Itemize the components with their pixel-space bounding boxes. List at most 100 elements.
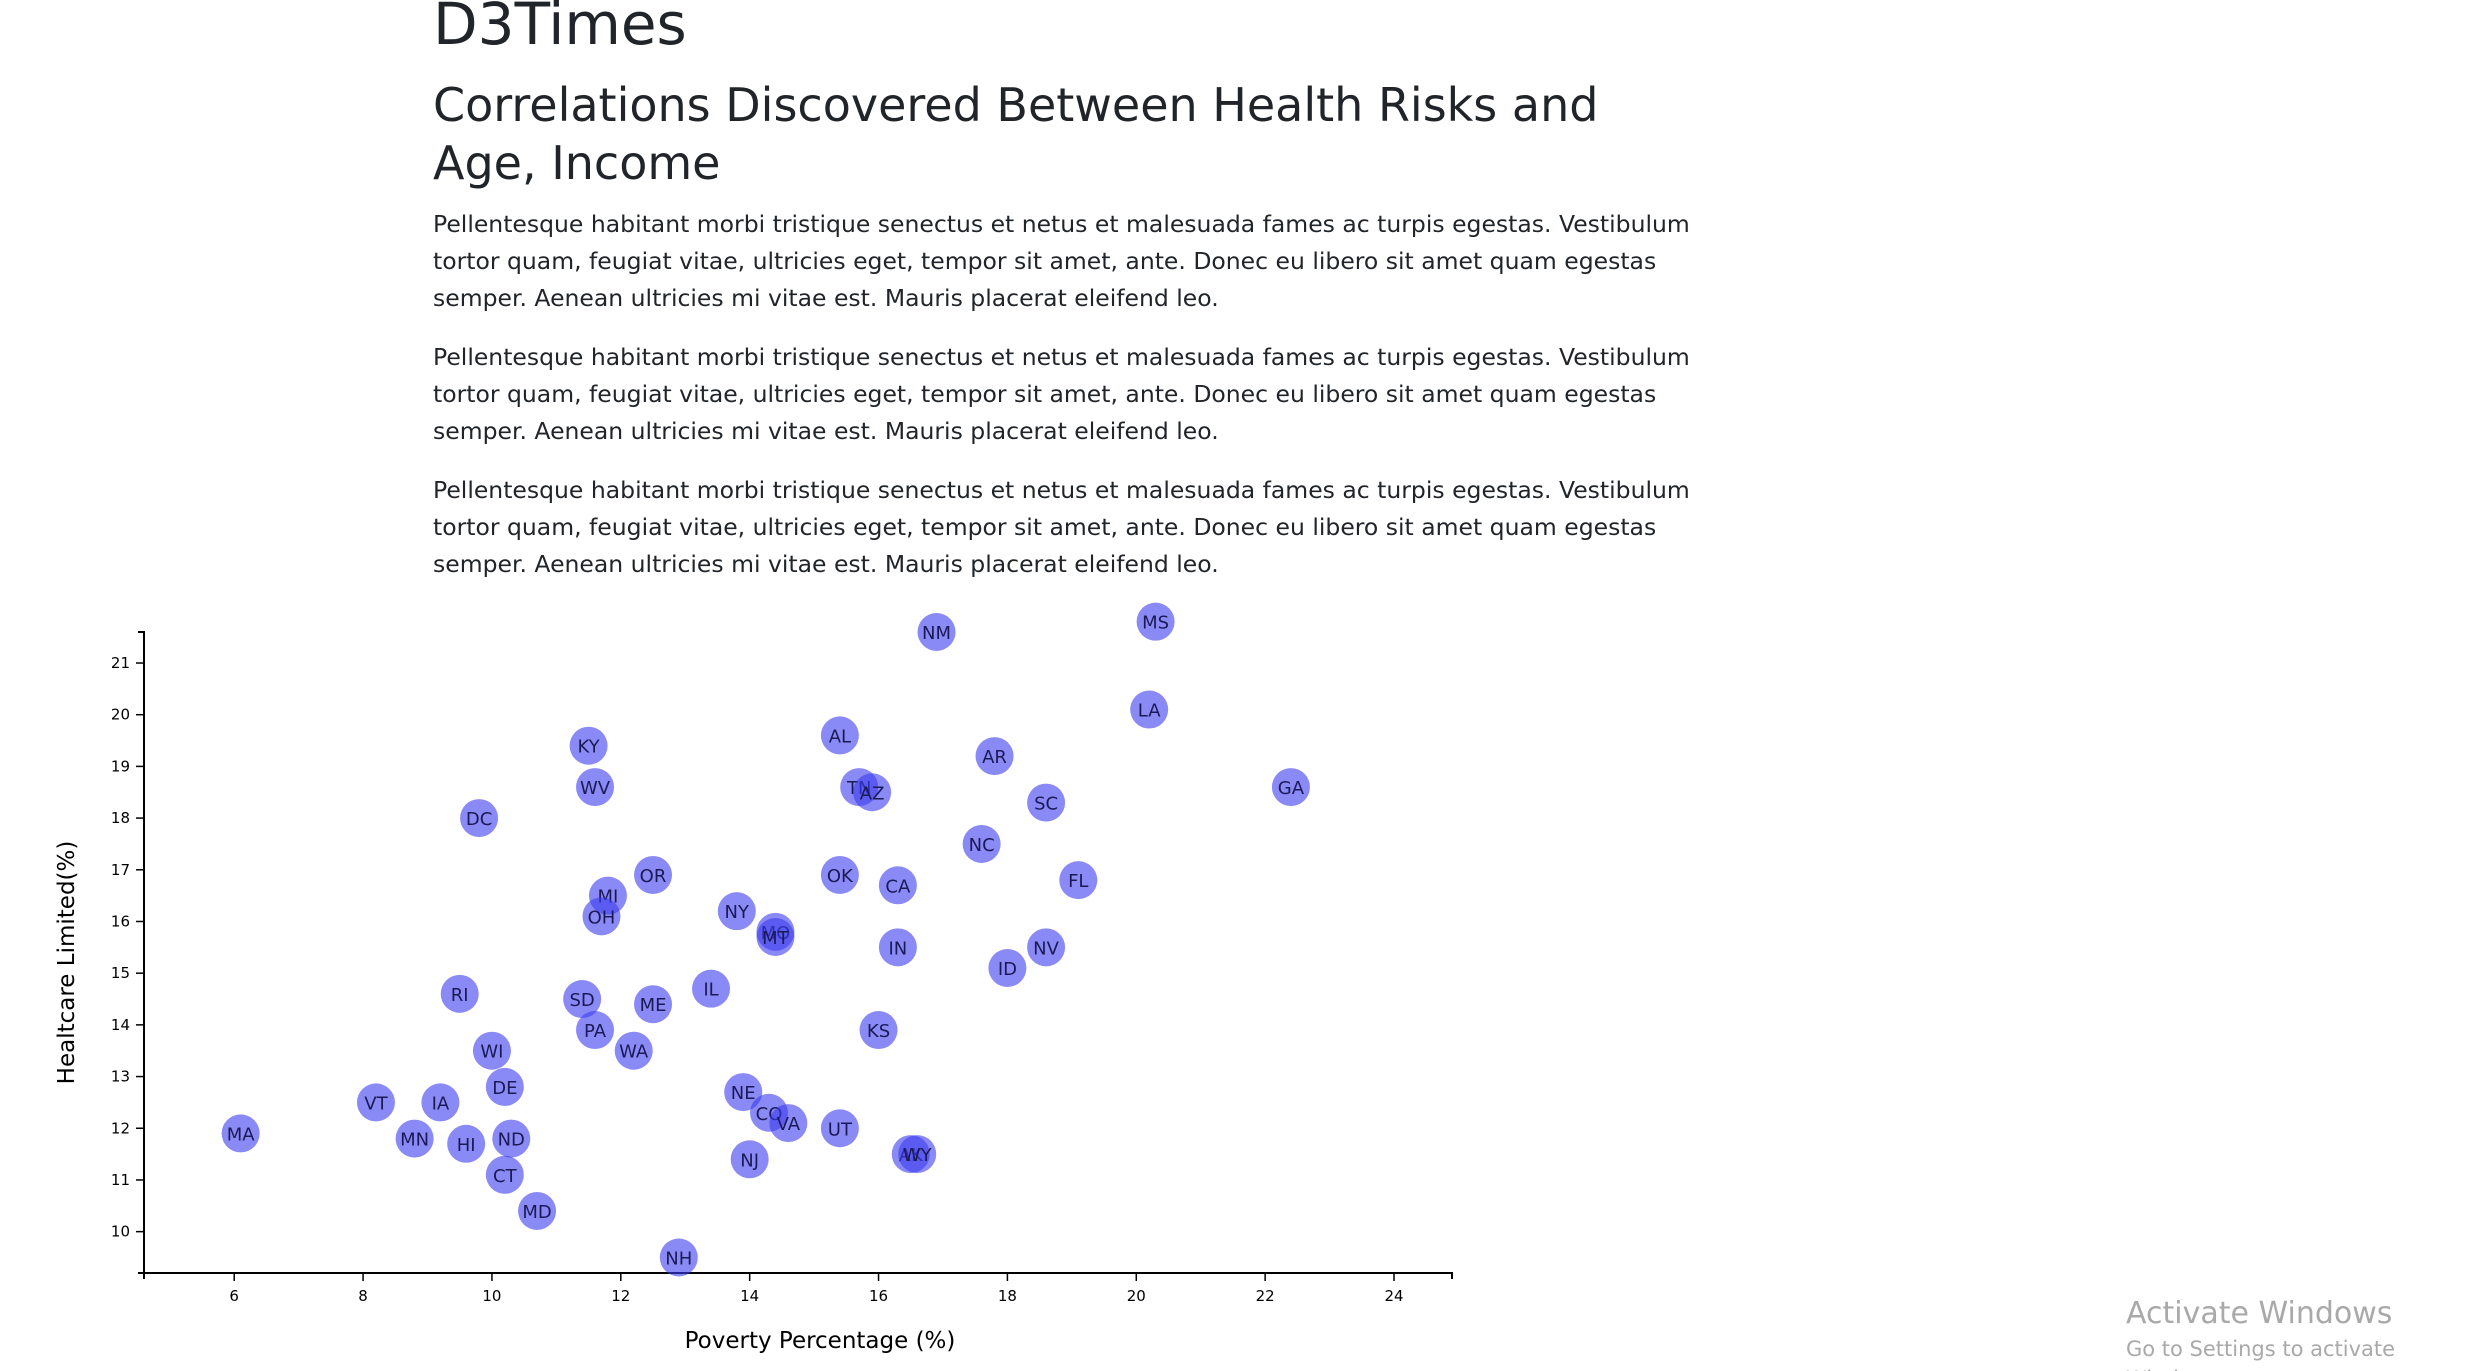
data-point-label: ME: [640, 995, 667, 1016]
data-point: [1271, 768, 1310, 807]
data-point-label: IA: [432, 1093, 450, 1114]
data-point-label: VA: [777, 1114, 801, 1135]
data-point-label: SC: [1034, 794, 1058, 815]
data-point-label: NE: [731, 1083, 756, 1104]
data-point: [634, 985, 673, 1024]
data-point: [692, 969, 731, 1008]
data-point: [988, 949, 1027, 988]
x-tick-label: 10: [482, 1287, 501, 1305]
x-tick-label: 16: [869, 1287, 888, 1305]
data-point-label: IL: [703, 980, 718, 1001]
watermark-subtitle: Go to Settings to activate Windows.: [2126, 1337, 2396, 1371]
data-point-label: WI: [480, 1042, 503, 1063]
data-point: [756, 917, 795, 956]
data-point: [724, 1073, 763, 1112]
x-tick-label: 24: [1384, 1287, 1403, 1305]
y-tick-label: 20: [111, 706, 130, 724]
data-point-label: MA: [227, 1124, 256, 1145]
data-point: [356, 1083, 395, 1122]
data-point-label: MT: [762, 928, 790, 949]
y-tick-label: 11: [111, 1171, 130, 1189]
data-point-label: LA: [1138, 701, 1161, 722]
y-axis-title: Healtcare Limited(%): [54, 841, 80, 1085]
data-point-label: MD: [522, 1202, 551, 1223]
data-point-label: VT: [364, 1093, 388, 1114]
article-paragraph: Pellentesque habitant morbi tristique se…: [433, 210, 1690, 312]
data-point: [582, 897, 621, 936]
data-point: [460, 799, 499, 838]
data-point: [447, 1124, 486, 1163]
data-point-label: NV: [1033, 938, 1059, 959]
data-point-label: WA: [619, 1042, 649, 1063]
x-axis: 6 8 10 12 14 16 18 20 22 24: [143, 1272, 1453, 1305]
data-point-label: IN: [888, 938, 907, 959]
y-tick-label: 12: [111, 1119, 130, 1137]
data-point: [820, 716, 859, 755]
article-paragraph: Pellentesque habitant morbi tristique se…: [433, 476, 1690, 578]
data-point: [1130, 690, 1169, 729]
data-point: [878, 928, 917, 967]
headline: Correlations Discovered Between Health R…: [433, 78, 1599, 190]
data-point: [975, 737, 1014, 776]
y-tick-label: 13: [111, 1068, 130, 1086]
x-tick-label: 22: [1256, 1287, 1275, 1305]
y-tick-label: 16: [111, 912, 130, 930]
data-point: [518, 1191, 557, 1230]
y-tick-label: 18: [111, 809, 130, 827]
x-tick-label: 6: [229, 1287, 239, 1305]
y-tick-label: 14: [111, 1016, 130, 1034]
article: D3Times Correlations Discovered Between …: [433, 0, 1693, 605]
data-point-label: MN: [400, 1130, 429, 1151]
data-point-label: SD: [569, 990, 594, 1011]
watermark-title: Activate Windows: [2126, 1296, 2393, 1331]
data-point-label: UT: [828, 1119, 853, 1140]
y-tick-label: 17: [111, 861, 130, 879]
article-paragraph: Pellentesque habitant morbi tristique se…: [433, 343, 1690, 445]
x-axis-line: [143, 1272, 1453, 1279]
x-axis-title: Poverty Percentage (%): [685, 1328, 956, 1354]
data-point: [221, 1114, 260, 1153]
data-point-label: PA: [584, 1021, 607, 1042]
data-point-label: HI: [457, 1135, 476, 1156]
x-tick-label: 12: [611, 1287, 630, 1305]
y-axis: 10 11 12 13 14 15 16 17 18 19 20 21: [111, 631, 145, 1274]
data-point: [730, 1140, 769, 1179]
activate-windows-watermark: Activate Windows Go to Settings to activ…: [2126, 1294, 2488, 1371]
data-point-label: OK: [827, 866, 854, 887]
data-point-label: WV: [580, 778, 611, 799]
y-tick-label: 21: [111, 654, 130, 672]
data-point-label: NJ: [740, 1150, 759, 1171]
data-point-label: AR: [982, 747, 1007, 768]
y-tick-label: 19: [111, 757, 130, 775]
data-point: [659, 1238, 698, 1277]
x-tick-label: 8: [358, 1287, 368, 1305]
scatter-chart: 6 8 10 12 14 16 18 20 22 24 10 11 12 13 14 15 16 17 18 19 2…: [54, 602, 1453, 1354]
data-point: [1136, 602, 1175, 641]
data-point-label: MS: [1142, 613, 1169, 634]
data-point-label: AL: [829, 726, 851, 747]
data-point: [878, 866, 917, 905]
data-point: [395, 1119, 434, 1158]
data-point: [853, 773, 892, 812]
data-point: [769, 1104, 808, 1143]
data-point: [614, 1031, 653, 1070]
data-point-label: FL: [1068, 871, 1088, 892]
data-point-label: DE: [492, 1078, 517, 1099]
data-point-label: KS: [867, 1021, 890, 1042]
data-point: [1027, 783, 1066, 822]
data-point-label: GA: [1278, 778, 1305, 799]
data-point-label: OR: [640, 866, 667, 887]
x-tick-label: 18: [998, 1287, 1017, 1305]
data-point-label: ID: [998, 959, 1017, 980]
data-point: [917, 613, 956, 651]
data-point: [1027, 928, 1066, 967]
x-tick-label: 14: [740, 1287, 759, 1305]
data-point-label: NY: [725, 902, 750, 923]
data-point: [421, 1083, 460, 1122]
data-point-label: KY: [578, 737, 601, 758]
data-point-label: RI: [451, 985, 469, 1006]
data-point-label: NH: [665, 1248, 692, 1269]
site-title: D3Times: [433, 0, 687, 58]
data-point: [492, 1119, 531, 1158]
